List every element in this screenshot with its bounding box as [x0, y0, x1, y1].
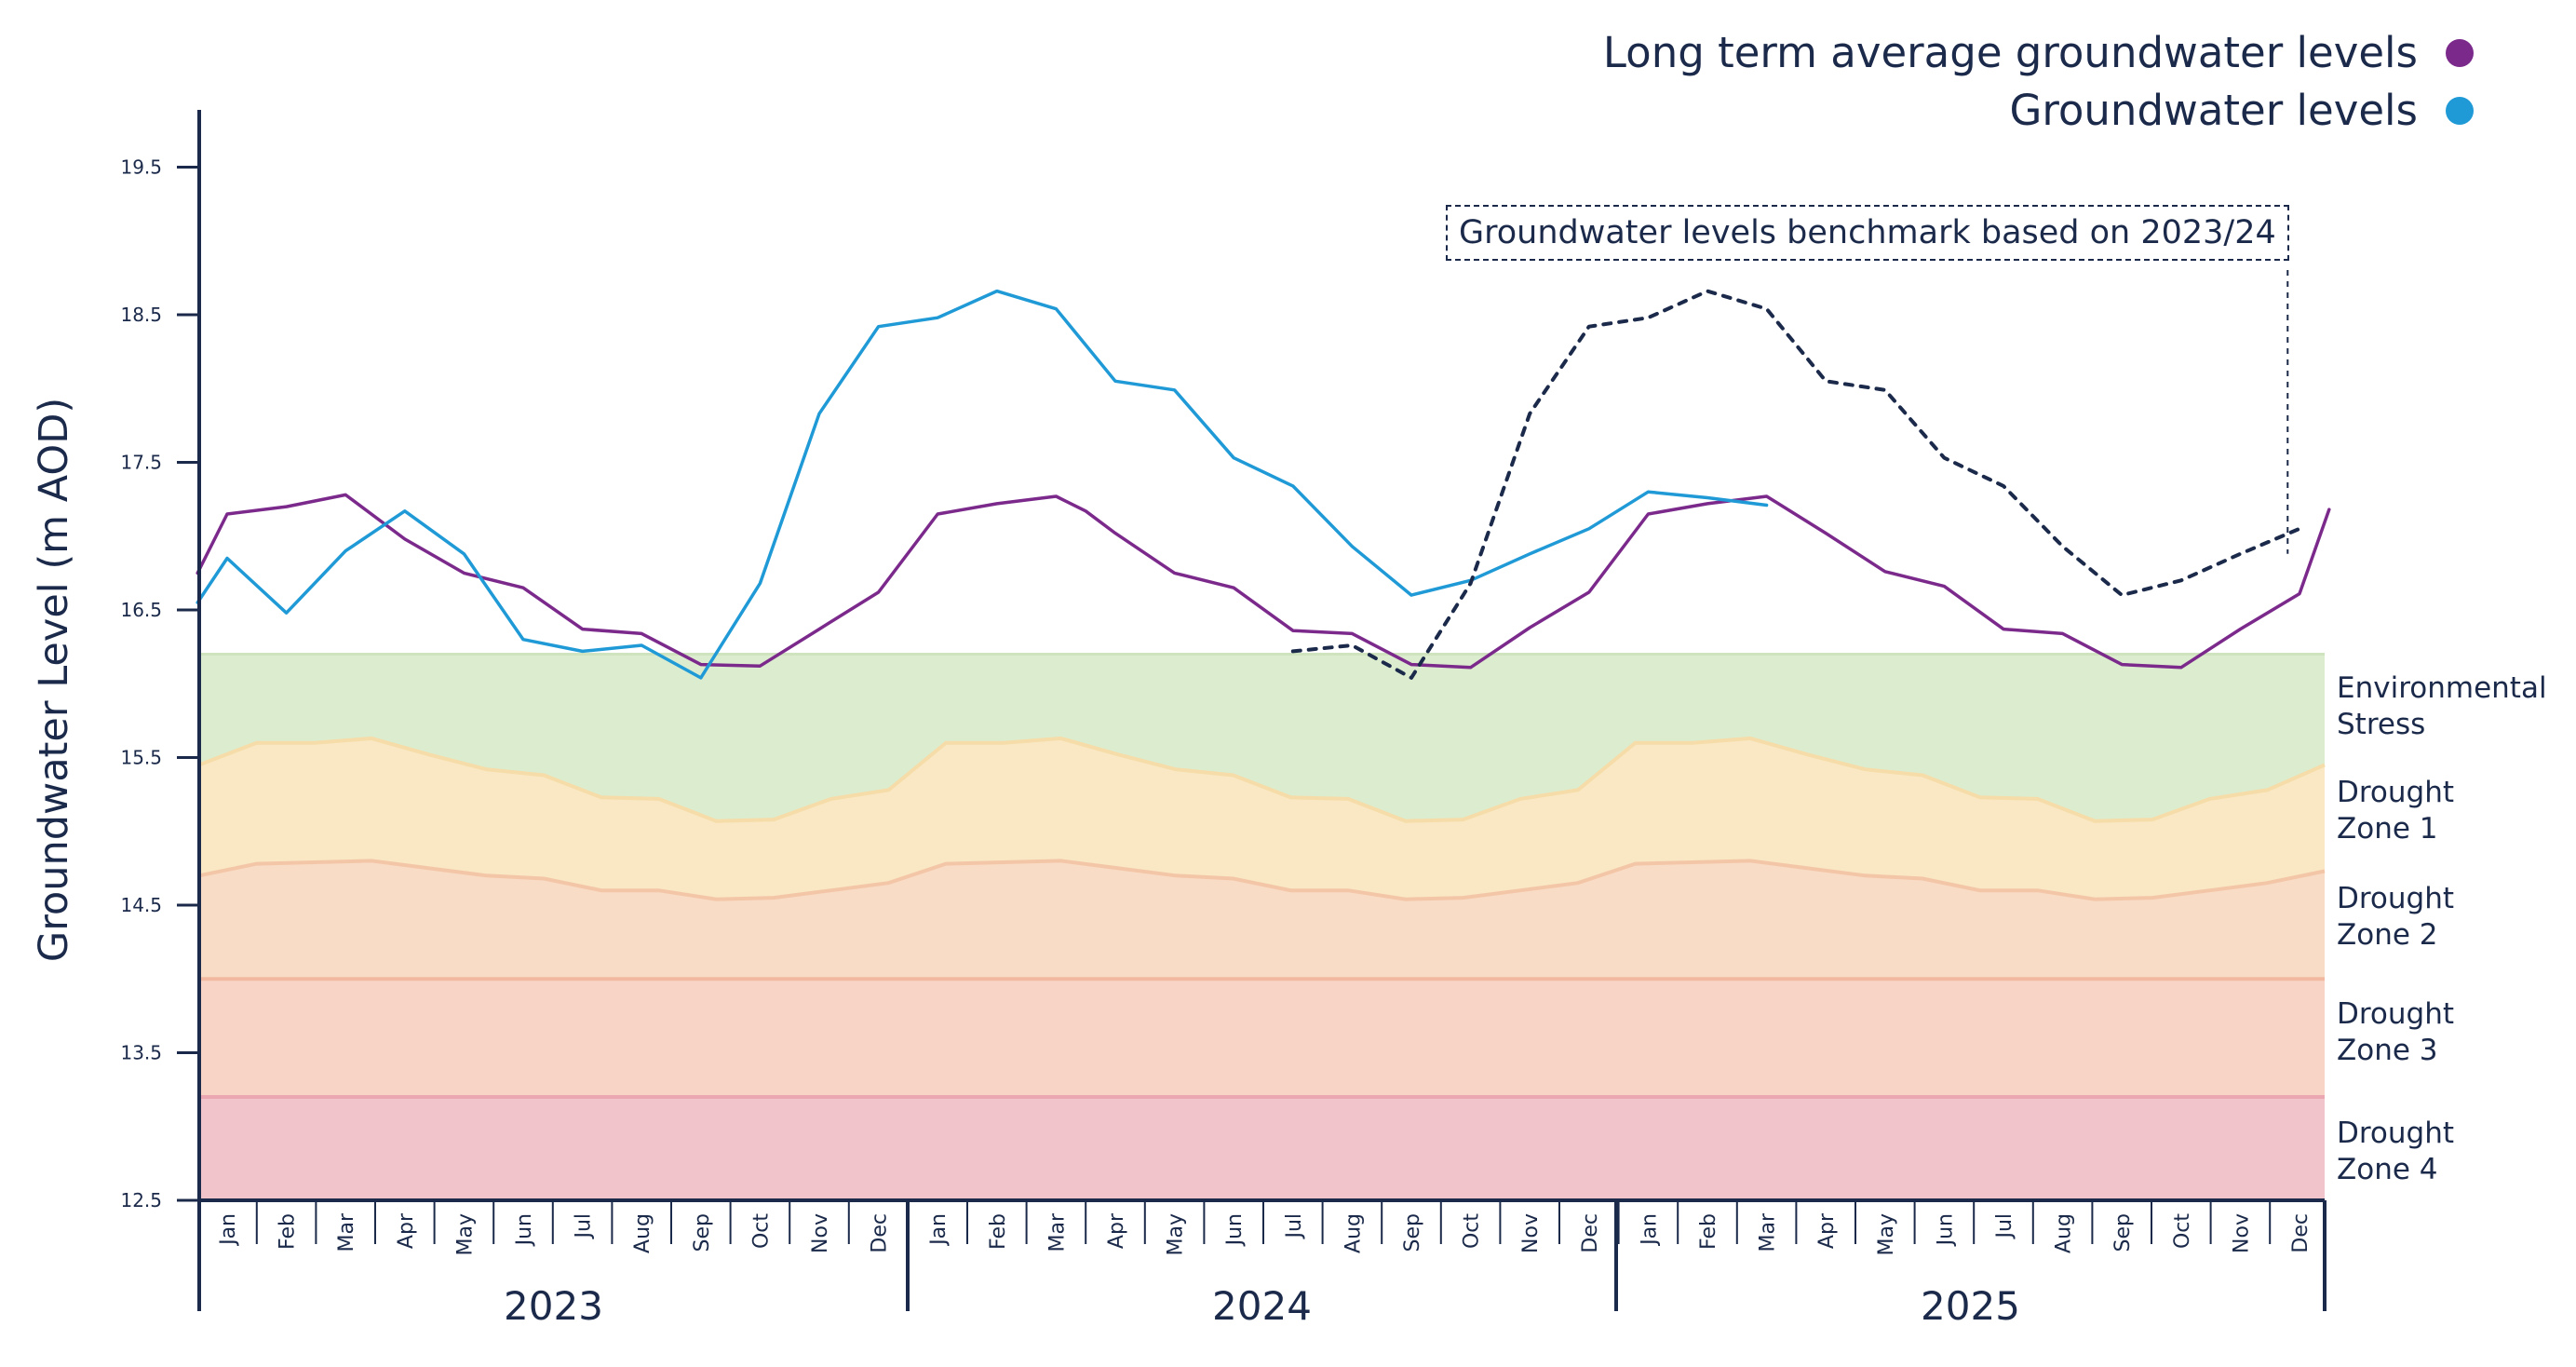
month-label: Jun: [1934, 1213, 1957, 1247]
y-tick-label: 18.5: [120, 304, 162, 326]
legend-levels: Groundwater levels: [2009, 86, 2474, 135]
zone-environmental-stress: [199, 654, 2325, 821]
y-tick-label: 17.5: [120, 452, 162, 474]
month-label: Jan: [1638, 1213, 1661, 1247]
month-label: Aug: [2053, 1213, 2076, 1253]
legend-average: Long term average groundwater levels: [1603, 28, 2474, 77]
boundary-drought-1: [198, 736, 2326, 823]
series-line-1: [196, 289, 1769, 680]
month-label: Jul: [1993, 1213, 2016, 1240]
y-tick-label: 15.5: [120, 747, 162, 769]
zone-label-drought-zone-4: Drought Zone 4: [2337, 1116, 2454, 1188]
month-label: Dec: [1579, 1213, 1602, 1253]
month-label: Aug: [1342, 1213, 1365, 1253]
zone-label-drought-zone-1: Drought Zone 1: [2337, 775, 2454, 847]
boundary-drought-2: [198, 859, 2326, 901]
month-label: Jul: [1283, 1213, 1306, 1240]
zone-label-line: Stress: [2337, 708, 2426, 741]
month-label: May: [453, 1213, 477, 1255]
zone-drought-3: [199, 979, 2325, 1098]
zone-label-line: Drought: [2337, 882, 2455, 915]
legend-average-dot: [2446, 38, 2474, 67]
month-label: Oct: [2171, 1213, 2194, 1249]
month-label: Mar: [335, 1212, 358, 1252]
month-label: Nov: [2230, 1213, 2253, 1253]
zone-label-line: Zone 4: [2337, 1153, 2438, 1186]
month-label: Aug: [631, 1213, 654, 1253]
y-tick-label: 13.5: [120, 1042, 162, 1064]
series-line-2: [1290, 289, 2301, 680]
month-label: Feb: [1697, 1213, 1720, 1250]
y-axis-label-text: Groundwater Level (m AOD): [31, 397, 77, 963]
legend-average-label: Long term average groundwater levels: [1602, 28, 2418, 77]
zone-drought-1: [199, 738, 2325, 900]
month-label: Feb: [987, 1213, 1010, 1250]
month-label: Oct: [749, 1213, 773, 1249]
month-label: Nov: [1519, 1213, 1543, 1253]
month-label: Dec: [869, 1213, 892, 1253]
month-label: Jan: [927, 1213, 951, 1247]
zone-drought-4: [199, 1097, 2325, 1200]
year-label: 2024: [1212, 1283, 1312, 1329]
month-label: May: [1875, 1213, 1898, 1255]
y-tick-label: 16.5: [120, 599, 162, 621]
zone-label-line: Drought: [2337, 997, 2455, 1031]
month-label: Jun: [1223, 1213, 1247, 1247]
zone-label-line: Drought: [2337, 776, 2455, 809]
month-label: Apr: [395, 1212, 418, 1249]
zone-label-line: Zone 1: [2337, 812, 2438, 846]
zone-label-environmental-stress: Environmental Stress: [2337, 670, 2547, 743]
y-tick-label: 12.5: [120, 1189, 162, 1211]
month-label: Nov: [809, 1213, 832, 1253]
month-label: Feb: [276, 1213, 300, 1250]
month-label: Oct: [1461, 1213, 1484, 1249]
month-label: Dec: [2289, 1213, 2313, 1253]
month-label: Jan: [217, 1213, 240, 1247]
zone-label-drought-zone-3: Drought Zone 3: [2337, 996, 2454, 1069]
zone-label-line: Drought: [2337, 1117, 2455, 1150]
month-label: Apr: [1105, 1212, 1128, 1249]
month-label: Mar: [1045, 1212, 1069, 1252]
zone-boundaries: [198, 653, 2326, 1100]
zone-label-line: Zone 2: [2337, 918, 2438, 952]
y-tick-label: 19.5: [120, 156, 162, 179]
series-line-0: [196, 493, 2331, 670]
y-axis-label: Groundwater Level (m AOD): [17, 391, 91, 968]
legend-levels-dot: [2446, 96, 2474, 125]
month-label: Sep: [2111, 1213, 2135, 1252]
axes: 19.5 18.5 17.5 16.5 15.5 14.5 13.5 12.5 2023 Jan F…: [120, 110, 2326, 1329]
zone-drought-2: [199, 860, 2325, 980]
month-label: Apr: [1815, 1212, 1839, 1249]
month-label: Sep: [1401, 1213, 1424, 1252]
year-label: 2025: [1921, 1283, 2020, 1329]
zone-label-line: Zone 3: [2337, 1034, 2438, 1067]
y-tick-label: 14.5: [120, 894, 162, 916]
month-label: Sep: [691, 1213, 714, 1252]
month-label: May: [1165, 1213, 1188, 1255]
legend-levels-label: Groundwater levels: [2009, 86, 2419, 135]
month-label: Jul: [573, 1213, 596, 1240]
year-label: 2023: [504, 1283, 603, 1329]
series-lines: [196, 270, 2331, 680]
month-label: Mar: [1757, 1212, 1780, 1252]
drought-zones: [199, 654, 2325, 1200]
month-label: Jun: [513, 1213, 536, 1247]
benchmark-annotation: Groundwater levels benchmark based on 20…: [1446, 205, 2289, 261]
zone-label-line: Environmental: [2337, 671, 2547, 705]
zone-label-drought-zone-2: Drought Zone 2: [2337, 881, 2454, 954]
